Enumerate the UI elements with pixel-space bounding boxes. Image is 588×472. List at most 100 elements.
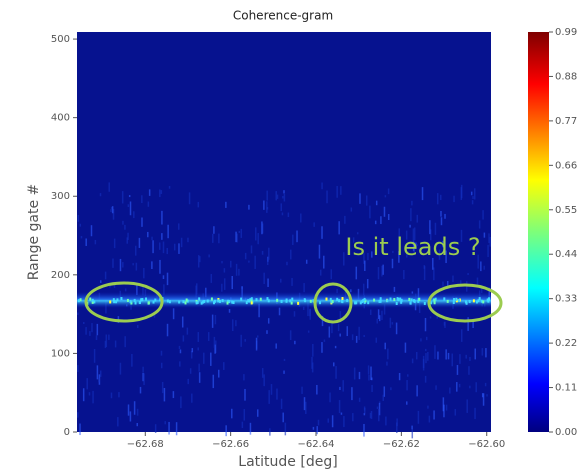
heatmap-speckle bbox=[280, 299, 283, 303]
heatmap-speckle bbox=[477, 254, 479, 269]
heatmap-speckle bbox=[226, 301, 229, 305]
heatmap-speckle bbox=[143, 373, 145, 386]
heatmap-speckle bbox=[90, 225, 93, 237]
heatmap-speckle bbox=[424, 317, 427, 332]
heatmap-speckle bbox=[266, 330, 268, 334]
heatmap-speckle bbox=[442, 240, 444, 248]
heatmap-speckle bbox=[243, 374, 245, 381]
heatmap-speckle bbox=[113, 238, 116, 249]
heatmap-speckle bbox=[248, 260, 250, 263]
heatmap-speckle bbox=[488, 297, 491, 301]
heatmap-speckle bbox=[80, 235, 83, 239]
heatmap-speckle bbox=[378, 299, 381, 303]
heatmap-speckle bbox=[453, 195, 455, 203]
heatmap-speckle bbox=[122, 220, 124, 225]
heatmap-speckle bbox=[375, 200, 378, 206]
heatmap-speckle bbox=[412, 228, 415, 243]
heatmap-speckle bbox=[172, 391, 175, 399]
heatmap-speckle bbox=[138, 300, 141, 304]
heatmap-speckle bbox=[166, 323, 169, 337]
heatmap-speckle bbox=[235, 263, 238, 276]
heatmap-speckle bbox=[415, 352, 418, 360]
heatmap-speckle bbox=[420, 338, 422, 342]
heatmap-speckle bbox=[124, 288, 127, 292]
heatmap-speckle bbox=[113, 285, 116, 288]
heatmap-speckle bbox=[257, 233, 259, 245]
heatmap-speckle bbox=[405, 251, 408, 258]
heatmap-speckle bbox=[112, 258, 114, 268]
heatmap-speckle bbox=[235, 231, 237, 243]
heatmap-speckle bbox=[238, 268, 240, 276]
heatmap-speckle bbox=[225, 425, 227, 437]
heatmap-speckle bbox=[381, 310, 383, 321]
heatmap bbox=[77, 32, 491, 439]
heatmap-speckle bbox=[368, 374, 370, 381]
heatmap-speckle bbox=[429, 316, 432, 319]
heatmap-speckle bbox=[430, 301, 433, 305]
heatmap-speckle bbox=[465, 301, 468, 305]
heatmap-speckle bbox=[280, 398, 283, 409]
heatmap-speckle bbox=[428, 415, 431, 423]
heatmap-speckle bbox=[240, 297, 243, 301]
heatmap-speckle bbox=[268, 247, 270, 260]
heatmap-speckle bbox=[425, 348, 427, 352]
heatmap-speckle bbox=[119, 362, 122, 375]
heatmap-speckle bbox=[213, 336, 216, 348]
heatmap-speckle bbox=[131, 353, 133, 367]
heatmap-speckle bbox=[185, 298, 188, 302]
heatmap-speckle bbox=[276, 298, 279, 302]
heatmap-speckle bbox=[407, 374, 409, 377]
heatmap-speckle bbox=[446, 299, 449, 303]
heatmap-speckle bbox=[122, 262, 124, 268]
heatmap-speckle bbox=[483, 232, 486, 238]
heatmap-speckle bbox=[132, 263, 134, 266]
x-axis-label: Latitude [deg] bbox=[238, 454, 337, 470]
heatmap-speckle bbox=[166, 272, 169, 286]
heatmap-speckle bbox=[261, 368, 264, 378]
colorbar-tick-label: 0.33 bbox=[555, 294, 577, 305]
heatmap-speckle bbox=[445, 404, 448, 411]
heatmap-speckle bbox=[367, 365, 370, 375]
heatmap-speckle bbox=[470, 191, 473, 196]
heatmap-speckle bbox=[363, 413, 366, 416]
heatmap-speckle bbox=[412, 241, 415, 252]
heatmap-speckle bbox=[152, 300, 155, 304]
heatmap-speckle bbox=[411, 200, 413, 206]
heatmap-speckle bbox=[231, 408, 233, 419]
colorbar bbox=[528, 32, 549, 432]
heatmap-speckle bbox=[362, 283, 365, 296]
heatmap-speckle bbox=[434, 297, 437, 301]
heatmap-speckle bbox=[340, 412, 343, 415]
heatmap-speckle bbox=[343, 416, 345, 428]
heatmap-speckle bbox=[425, 336, 428, 341]
heatmap-speckle bbox=[449, 387, 451, 394]
heatmap-speckle bbox=[421, 187, 424, 201]
heatmap-speckle bbox=[416, 244, 418, 247]
heatmap-speckle bbox=[434, 222, 437, 235]
heatmap-speckle bbox=[275, 343, 277, 349]
heatmap-speckle bbox=[436, 314, 439, 319]
heatmap-speckle bbox=[417, 410, 420, 424]
heatmap-speckle bbox=[198, 297, 201, 301]
heatmap-speckle bbox=[180, 237, 183, 248]
heatmap-speckle bbox=[342, 380, 344, 392]
heatmap-speckle bbox=[478, 220, 481, 229]
heatmap-speckle bbox=[433, 410, 435, 420]
heatmap-speckle bbox=[326, 190, 328, 204]
heatmap-speckle bbox=[263, 200, 265, 210]
heatmap-speckle bbox=[482, 300, 485, 304]
heatmap-speckle bbox=[344, 215, 346, 224]
heatmap-speckle bbox=[445, 250, 447, 264]
heatmap-speckle bbox=[121, 191, 124, 204]
colorbar-tick-label: 0.11 bbox=[555, 383, 577, 394]
heatmap-speckle bbox=[263, 374, 265, 387]
heatmap-speckle bbox=[404, 342, 407, 353]
heatmap-speckle bbox=[363, 334, 365, 338]
heatmap-speckle bbox=[108, 182, 110, 192]
heatmap-speckle bbox=[417, 299, 420, 303]
heatmap-speckle bbox=[162, 241, 165, 254]
heatmap-speckle bbox=[276, 194, 279, 199]
heatmap-speckle bbox=[191, 393, 193, 403]
heatmap-speckle bbox=[141, 217, 143, 227]
heatmap-speckle bbox=[343, 252, 345, 266]
